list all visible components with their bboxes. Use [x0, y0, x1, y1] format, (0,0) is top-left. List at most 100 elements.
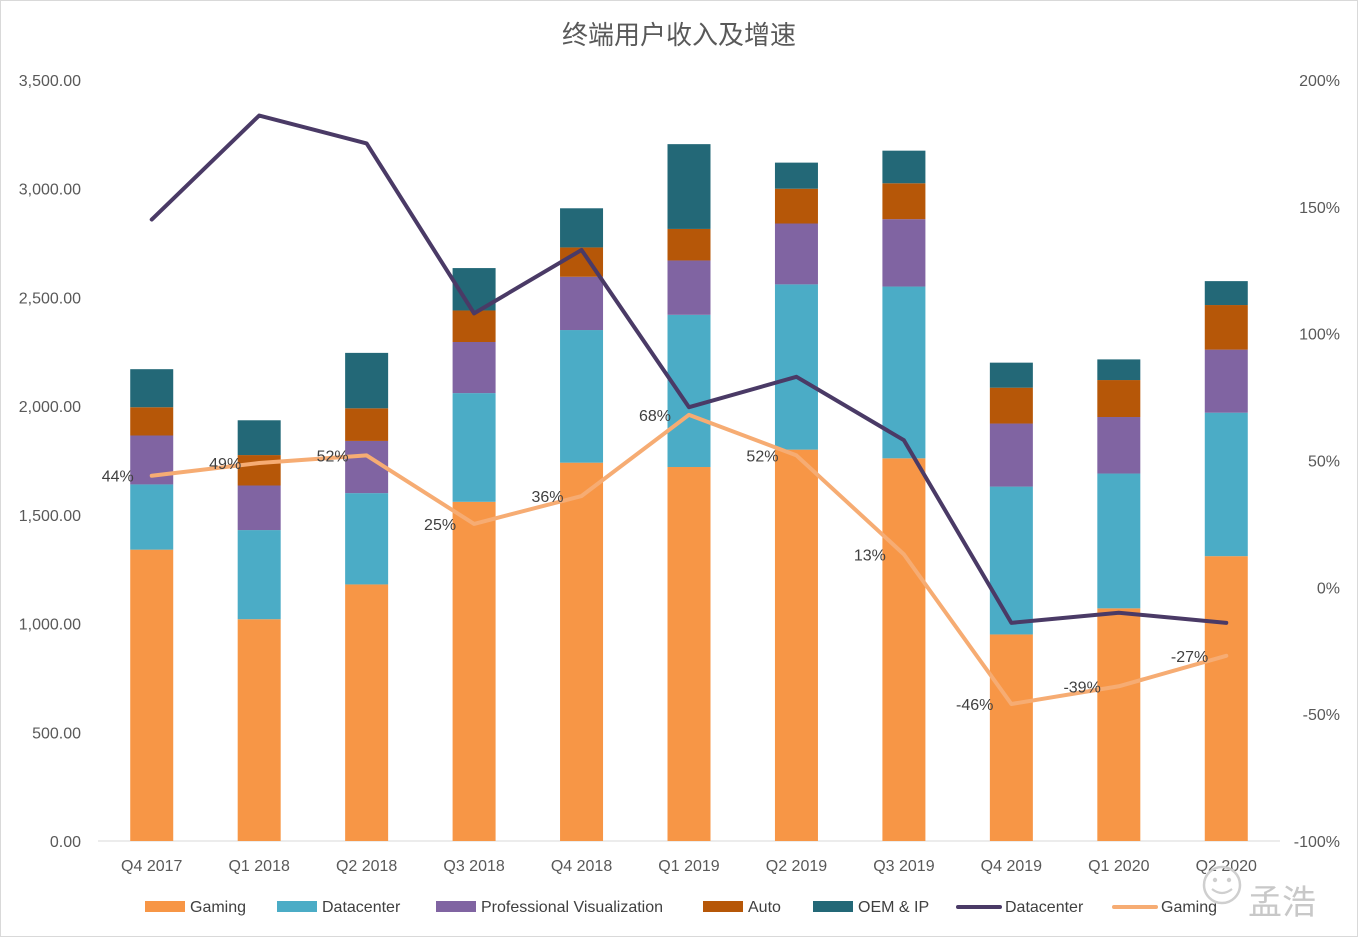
- bar-oem-ip: [667, 144, 711, 229]
- bar-professional-visualization: [882, 219, 926, 287]
- y-left-tick-label: 2,500.00: [19, 290, 81, 307]
- data-label-layer: 44% 49% 52% 25% 36% 68% 52% 13% -46% -39% -27%: [102, 408, 1209, 714]
- y-right-tick-label: 200%: [1299, 73, 1340, 90]
- bar-datacenter: [774, 284, 818, 450]
- bar-professional-visualization: [667, 260, 711, 315]
- bar-gaming: [452, 501, 496, 841]
- bar-auto: [452, 310, 496, 343]
- legend-swatch: [277, 901, 317, 912]
- bar-professional-visualization: [345, 440, 389, 494]
- bar-oem-ip: [774, 162, 818, 189]
- bar-datacenter: [989, 486, 1033, 635]
- bar-gaming: [774, 449, 818, 841]
- y-right-tick-label: -100%: [1294, 834, 1340, 851]
- data-label-gaming-growth: 36%: [532, 489, 564, 506]
- data-label-gaming-growth: -39%: [1063, 679, 1100, 696]
- legend: Gaming Datacenter Professional Visualizati…: [145, 899, 1217, 916]
- data-label-gaming-growth: -46%: [956, 697, 993, 714]
- bar-gaming: [1097, 608, 1141, 841]
- bar-gaming: [667, 467, 711, 841]
- y-left-tick-label: 1,000.00: [19, 617, 81, 634]
- bar-datacenter: [667, 314, 711, 468]
- y-left-tick-label: 0.00: [50, 834, 81, 851]
- bar-auto: [667, 228, 711, 261]
- bar-professional-visualization: [452, 342, 496, 394]
- bar-layer: [130, 144, 1248, 841]
- legend-swatch: [436, 901, 476, 912]
- bar-gaming: [130, 549, 174, 841]
- data-label-gaming-growth: -27%: [1171, 649, 1208, 666]
- bar-professional-visualization: [774, 223, 818, 285]
- legend-label: Datacenter: [322, 899, 401, 916]
- axes: 0.00 500.00 1,000.00 1,500.00 2,000.00 2,500.…: [19, 73, 1340, 875]
- data-label-gaming-growth: 52%: [317, 448, 349, 465]
- watermark: 孟浩: [1202, 865, 1316, 923]
- y-right-tick-label: -50%: [1303, 707, 1340, 724]
- y-right-tick-label: 50%: [1308, 454, 1340, 471]
- bar-auto: [345, 408, 389, 441]
- legend-label: Gaming: [190, 899, 246, 916]
- x-tick-label: Q2 2019: [766, 858, 827, 875]
- bar-gaming: [237, 619, 281, 841]
- data-label-gaming-growth: 13%: [854, 547, 886, 564]
- legend-label: Professional Visualization: [481, 899, 663, 916]
- line-gaming-growth: [149, 412, 1229, 707]
- smiley-badge-icon: [1202, 865, 1242, 905]
- bar-oem-ip: [237, 420, 281, 456]
- bar-datacenter: [345, 493, 389, 585]
- bar-professional-visualization: [237, 485, 281, 531]
- watermark-text: 孟浩: [1248, 883, 1316, 923]
- y-right-tick-label: 150%: [1299, 200, 1340, 217]
- y-left-tick-label: 500.00: [32, 725, 81, 742]
- bar-auto: [1097, 380, 1141, 418]
- bar-gaming: [1204, 556, 1248, 841]
- bar-auto: [237, 455, 281, 486]
- bar-professional-visualization: [1097, 417, 1141, 474]
- legend-label: Datacenter: [1005, 899, 1084, 916]
- legend-swatch: [145, 901, 185, 912]
- y-left-tick-label: 3,500.00: [19, 73, 81, 90]
- x-tick-label: Q3 2018: [443, 858, 504, 875]
- bar-datacenter: [1097, 473, 1141, 609]
- x-tick-label: Q1 2020: [1088, 858, 1149, 875]
- legend-label: Auto: [748, 899, 781, 916]
- x-tick-label: Q4 2019: [981, 858, 1042, 875]
- bar-auto: [774, 188, 818, 224]
- legend-label: OEM & IP: [858, 899, 929, 916]
- bar-auto: [989, 387, 1033, 424]
- bar-oem-ip: [345, 352, 389, 409]
- bar-oem-ip: [882, 150, 926, 184]
- x-tick-label: Q2 2018: [336, 858, 397, 875]
- bar-gaming: [989, 634, 1033, 841]
- bar-gaming: [345, 584, 389, 841]
- bar-auto: [882, 183, 926, 220]
- y-left-tick-label: 3,000.00: [19, 182, 81, 199]
- bar-professional-visualization: [560, 276, 604, 331]
- y-left-tick-label: 2,000.00: [19, 399, 81, 416]
- x-tick-label: Q1 2018: [228, 858, 289, 875]
- bar-oem-ip: [560, 208, 604, 248]
- data-label-gaming-growth: 44%: [102, 469, 134, 486]
- y-left-tick-label: 1,500.00: [19, 508, 81, 525]
- bar-oem-ip: [1204, 281, 1248, 306]
- x-tick-label: Q3 2019: [873, 858, 934, 875]
- bar-auto: [1204, 305, 1248, 350]
- data-label-gaming-growth: 68%: [639, 408, 671, 425]
- bar-oem-ip: [130, 369, 174, 408]
- bar-gaming: [560, 462, 604, 841]
- bar-datacenter: [237, 530, 281, 620]
- data-label-gaming-growth: 52%: [746, 448, 778, 465]
- bar-gaming: [882, 458, 926, 841]
- line-datacenter-growth: [149, 113, 1229, 625]
- y-right-tick-label: 0%: [1317, 580, 1340, 597]
- x-tick-label: Q4 2017: [121, 858, 182, 875]
- data-label-gaming-growth: 25%: [424, 517, 456, 534]
- x-tick-label: Q1 2019: [658, 858, 719, 875]
- bar-datacenter: [1204, 412, 1248, 557]
- bar-professional-visualization: [1204, 349, 1248, 413]
- chart-title: 终端用户收入及增速: [562, 21, 796, 51]
- bar-datacenter: [452, 393, 496, 502]
- y-right-tick-label: 100%: [1299, 327, 1340, 344]
